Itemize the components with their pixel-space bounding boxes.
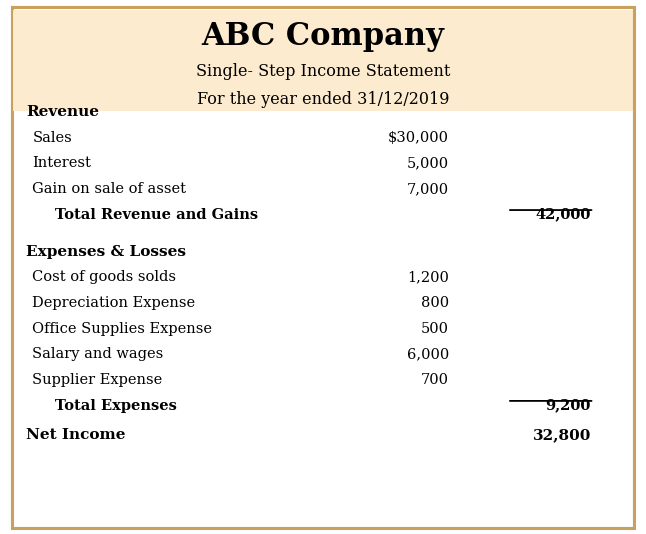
Text: 1,200: 1,200	[407, 270, 449, 285]
Text: $30,000: $30,000	[388, 131, 449, 145]
Text: Gain on sale of asset: Gain on sale of asset	[32, 182, 186, 196]
Text: Single- Step Income Statement: Single- Step Income Statement	[196, 62, 450, 80]
FancyBboxPatch shape	[12, 7, 634, 528]
Text: 6,000: 6,000	[407, 347, 449, 362]
Text: 5,000: 5,000	[407, 156, 449, 170]
Text: Supplier Expense: Supplier Expense	[32, 373, 163, 387]
Text: For the year ended 31/12/2019: For the year ended 31/12/2019	[197, 91, 449, 108]
Text: Interest: Interest	[32, 156, 91, 170]
Text: Total Expenses: Total Expenses	[55, 398, 177, 413]
Text: 500: 500	[421, 321, 449, 336]
Text: Depreciation Expense: Depreciation Expense	[32, 296, 196, 310]
Text: 700: 700	[421, 373, 449, 387]
Text: Salary and wages: Salary and wages	[32, 347, 163, 362]
Text: Expenses & Losses: Expenses & Losses	[26, 245, 186, 259]
Text: ABC Company: ABC Company	[202, 21, 444, 52]
Text: Office Supplies Expense: Office Supplies Expense	[32, 321, 213, 336]
Text: Revenue: Revenue	[26, 105, 99, 119]
Text: 7,000: 7,000	[407, 182, 449, 196]
Text: 32,800: 32,800	[533, 428, 591, 442]
Text: 9,200: 9,200	[546, 398, 591, 413]
Text: 42,000: 42,000	[536, 208, 591, 222]
Text: Total Revenue and Gains: Total Revenue and Gains	[55, 208, 258, 222]
Text: Net Income: Net Income	[26, 428, 125, 442]
Text: 800: 800	[421, 296, 449, 310]
Text: Cost of goods solds: Cost of goods solds	[32, 270, 176, 285]
Text: Sales: Sales	[32, 131, 72, 145]
FancyBboxPatch shape	[12, 10, 634, 111]
